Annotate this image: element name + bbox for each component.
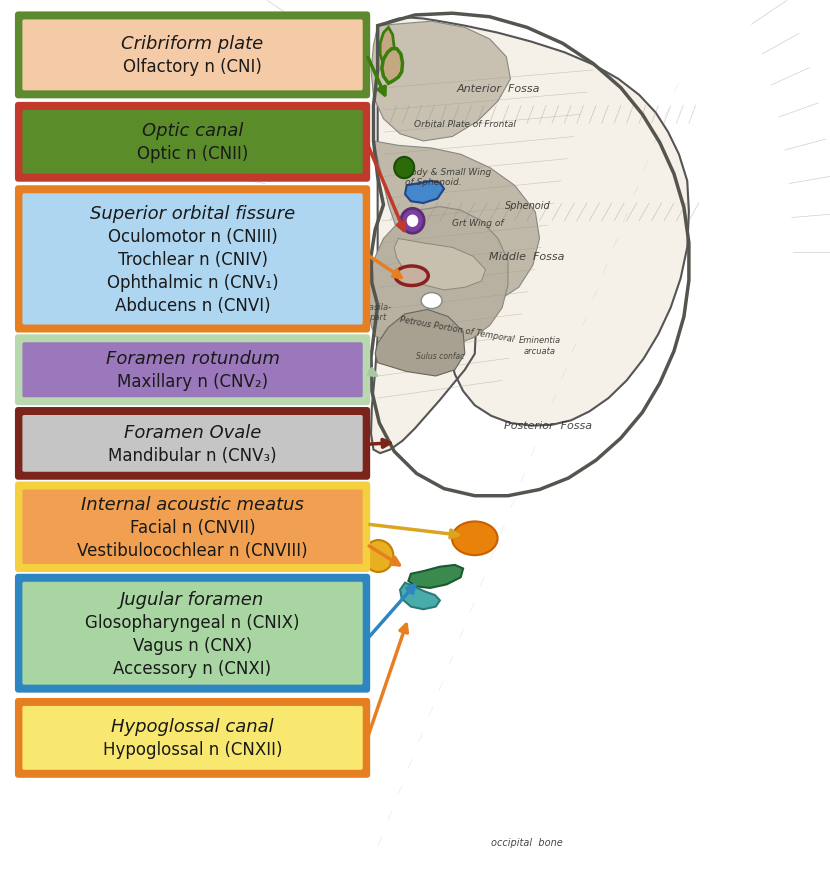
Text: Maxillary n (CNV₂): Maxillary n (CNV₂) bbox=[117, 373, 268, 391]
FancyBboxPatch shape bbox=[15, 408, 370, 480]
Text: Posterior  Fossa: Posterior Fossa bbox=[504, 420, 592, 431]
Text: Orbital Plate of Frontal: Orbital Plate of Frontal bbox=[414, 120, 515, 128]
FancyBboxPatch shape bbox=[15, 12, 370, 99]
Polygon shape bbox=[369, 207, 508, 347]
FancyBboxPatch shape bbox=[15, 186, 370, 333]
FancyBboxPatch shape bbox=[22, 20, 363, 91]
Text: Optic canal: Optic canal bbox=[142, 122, 243, 140]
Text: Accessory n (CNXI): Accessory n (CNXI) bbox=[114, 659, 271, 677]
FancyBboxPatch shape bbox=[22, 111, 363, 175]
FancyBboxPatch shape bbox=[15, 698, 370, 778]
Text: Sphenoid: Sphenoid bbox=[505, 200, 550, 211]
Text: Foramen rotundum: Foramen rotundum bbox=[105, 350, 280, 368]
Circle shape bbox=[364, 540, 393, 572]
Text: Mandibular n (CNV₃): Mandibular n (CNV₃) bbox=[108, 447, 277, 464]
Text: Trochlear n (CNIV): Trochlear n (CNIV) bbox=[118, 251, 267, 268]
Polygon shape bbox=[374, 142, 540, 306]
Text: Cribriform plate: Cribriform plate bbox=[121, 35, 264, 53]
Text: Abducens n (CNVI): Abducens n (CNVI) bbox=[115, 297, 271, 315]
Circle shape bbox=[401, 209, 424, 234]
Ellipse shape bbox=[395, 267, 428, 286]
FancyBboxPatch shape bbox=[15, 335, 370, 406]
FancyBboxPatch shape bbox=[15, 103, 370, 183]
Text: Body & Small Wing
of Sphenoid.: Body & Small Wing of Sphenoid. bbox=[405, 167, 491, 187]
Polygon shape bbox=[408, 565, 463, 588]
Ellipse shape bbox=[452, 522, 498, 556]
Text: Optic n (CNII): Optic n (CNII) bbox=[137, 145, 248, 163]
Polygon shape bbox=[382, 50, 403, 84]
Text: Middle  Fossa: Middle Fossa bbox=[490, 252, 564, 262]
Circle shape bbox=[407, 215, 418, 228]
Text: occipital  bone: occipital bone bbox=[491, 836, 563, 847]
Text: Vestibulocochlear n (CNVIII): Vestibulocochlear n (CNVIII) bbox=[77, 541, 308, 559]
Ellipse shape bbox=[422, 293, 442, 309]
FancyBboxPatch shape bbox=[22, 416, 363, 472]
Text: Foramen Ovale: Foramen Ovale bbox=[124, 424, 261, 441]
Text: Oculomotor n (CNIII): Oculomotor n (CNIII) bbox=[108, 228, 277, 245]
Text: Jugular foramen: Jugular foramen bbox=[120, 590, 265, 608]
FancyBboxPatch shape bbox=[22, 582, 363, 685]
FancyBboxPatch shape bbox=[15, 574, 370, 693]
Polygon shape bbox=[394, 239, 486, 291]
FancyBboxPatch shape bbox=[22, 194, 363, 325]
Text: Basila-
part: Basila- part bbox=[364, 302, 392, 322]
Polygon shape bbox=[371, 22, 510, 142]
Polygon shape bbox=[380, 28, 394, 71]
Text: Ophthalmic n (CNV₁): Ophthalmic n (CNV₁) bbox=[107, 274, 278, 291]
Text: Anterior  Fossa: Anterior Fossa bbox=[457, 83, 540, 94]
FancyBboxPatch shape bbox=[22, 343, 363, 398]
Text: Hypoglossal n (CNXII): Hypoglossal n (CNXII) bbox=[103, 741, 282, 758]
Text: Hypoglossal canal: Hypoglossal canal bbox=[111, 718, 274, 735]
Text: Petrous Portion of Temporal: Petrous Portion of Temporal bbox=[398, 315, 515, 344]
Text: Grt Wing of: Grt Wing of bbox=[452, 219, 504, 228]
Polygon shape bbox=[371, 19, 689, 454]
Text: Internal acoustic meatus: Internal acoustic meatus bbox=[81, 495, 304, 513]
FancyBboxPatch shape bbox=[15, 482, 370, 572]
Circle shape bbox=[394, 158, 414, 179]
Text: Vagus n (CNX): Vagus n (CNX) bbox=[133, 636, 252, 654]
Text: Superior orbital fissure: Superior orbital fissure bbox=[90, 205, 295, 222]
Text: Eminentia
arcuata: Eminentia arcuata bbox=[519, 336, 560, 355]
Polygon shape bbox=[400, 583, 440, 610]
Polygon shape bbox=[405, 182, 444, 204]
FancyBboxPatch shape bbox=[22, 490, 363, 564]
Text: Glosopharyngeal n (CNIX): Glosopharyngeal n (CNIX) bbox=[85, 613, 300, 631]
Text: Sulus confac: Sulus confac bbox=[416, 352, 464, 361]
Text: Facial n (CNVII): Facial n (CNVII) bbox=[129, 518, 256, 536]
Polygon shape bbox=[375, 310, 465, 377]
FancyBboxPatch shape bbox=[22, 706, 363, 770]
Text: Olfactory n (CNI): Olfactory n (CNI) bbox=[123, 58, 262, 76]
